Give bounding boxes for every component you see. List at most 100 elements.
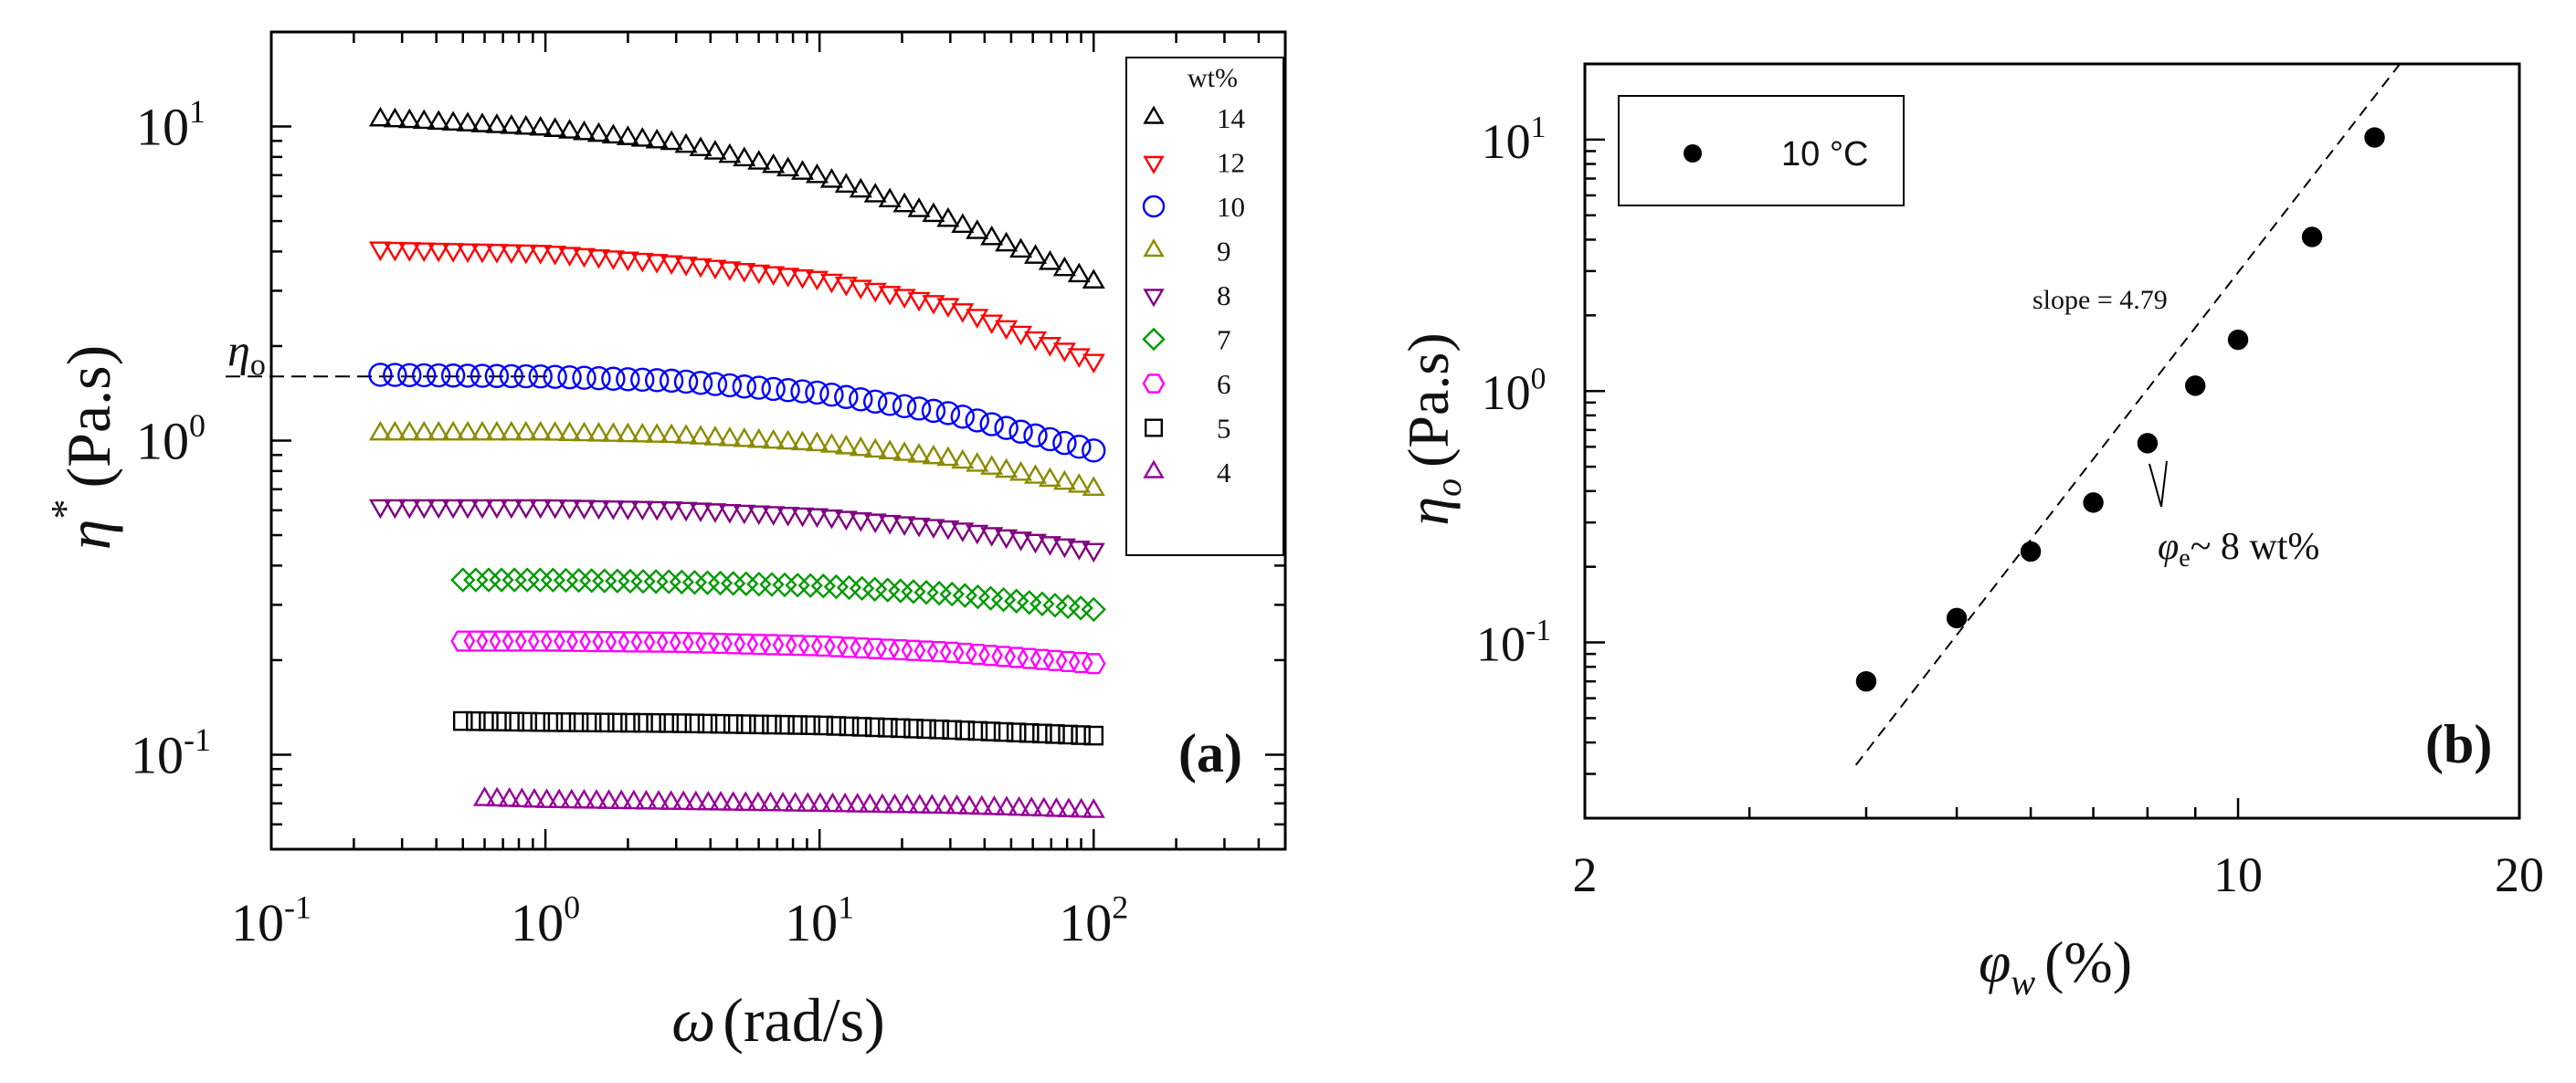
data-point [601, 499, 625, 520]
data-point [878, 187, 902, 208]
data-point [863, 183, 887, 203]
legend-marker [1142, 327, 1166, 352]
data-point [759, 572, 785, 597]
data-point [585, 789, 608, 809]
data-point [994, 415, 1019, 440]
data-point [560, 788, 584, 809]
data-point [684, 713, 705, 734]
data-point [578, 568, 605, 594]
legend-label: 9 [1217, 236, 1231, 268]
data-point [980, 721, 1001, 741]
data-point [1009, 531, 1033, 552]
data-point [784, 792, 808, 812]
data-point [877, 718, 898, 738]
data-point [514, 244, 538, 265]
data-point [791, 160, 815, 180]
svg-text:ηo(Pa.s): ηo(Pa.s) [1396, 332, 1469, 525]
data-point [733, 146, 756, 167]
data-point [479, 711, 499, 731]
data-point [1057, 797, 1081, 817]
data-point [734, 633, 759, 655]
data-point [1067, 435, 1092, 459]
data-point [863, 513, 887, 534]
x-tick-label: 100 [511, 889, 580, 952]
legend-marker [1143, 459, 1165, 478]
data-point [1946, 607, 1968, 629]
data-point [674, 501, 698, 522]
eta0-label: ηo [227, 324, 266, 382]
data-point [605, 568, 630, 594]
data-point [877, 392, 903, 416]
data-point [689, 258, 713, 279]
data-point [805, 270, 829, 291]
legend-marker [1143, 105, 1165, 124]
data-point [907, 291, 931, 312]
x-tick-label: 101 [785, 889, 854, 952]
data-point [995, 231, 1019, 252]
data-point [660, 790, 683, 810]
data-point [1045, 724, 1065, 744]
data-point [723, 714, 744, 734]
data-point [535, 788, 559, 808]
data-point [797, 635, 823, 657]
x-tick-label: 10 [2213, 847, 2263, 902]
data-point [849, 279, 872, 300]
data-point [452, 710, 473, 731]
data-point [645, 254, 669, 274]
data-point [581, 712, 602, 732]
data-point [772, 572, 797, 598]
data-point [888, 639, 913, 661]
data-point [966, 644, 990, 666]
data-point [696, 790, 720, 811]
data-point [463, 567, 489, 593]
data-point [616, 367, 640, 392]
data-point [412, 242, 436, 263]
data-point [746, 791, 770, 812]
data-point [514, 567, 540, 593]
data-point [878, 286, 902, 306]
data-point [936, 520, 960, 541]
data-point [1855, 670, 1877, 692]
data-point [824, 636, 849, 657]
data-point [878, 439, 902, 459]
data-point [995, 795, 1019, 816]
data-point [819, 433, 843, 453]
data-point [499, 363, 524, 389]
data-point [682, 632, 707, 654]
data-point [504, 711, 524, 732]
data-point [907, 517, 931, 538]
data-point [2364, 127, 2385, 148]
data-point [1068, 651, 1093, 674]
data-point [470, 420, 494, 441]
data-point [771, 791, 795, 812]
data-point [762, 428, 786, 449]
data-point [1082, 476, 1105, 496]
legend-marker [1142, 195, 1166, 218]
data-point [383, 420, 406, 441]
data-point [787, 715, 808, 735]
data-point [1023, 464, 1048, 484]
data-point [630, 367, 655, 393]
data-point [951, 303, 975, 323]
series-5wt [452, 710, 1104, 746]
data-point [762, 266, 786, 287]
data-point [837, 636, 861, 658]
data-point [472, 786, 497, 806]
data-point [945, 794, 969, 815]
series-9wt [368, 420, 1105, 496]
data-point [878, 514, 902, 535]
data-point [1019, 796, 1043, 816]
data-point [616, 422, 639, 443]
data-point [397, 363, 422, 387]
y-tick-label: 100 [136, 407, 206, 470]
data-point [785, 573, 810, 598]
data-point [476, 567, 501, 593]
data-point [572, 120, 596, 141]
data-point [1052, 538, 1076, 559]
data-point [970, 794, 994, 815]
data-point [1009, 460, 1033, 481]
data-point [922, 295, 945, 315]
data-point [966, 452, 989, 472]
slope-annotation: slope = 4.79 [2032, 285, 2168, 315]
data-point [592, 568, 618, 594]
